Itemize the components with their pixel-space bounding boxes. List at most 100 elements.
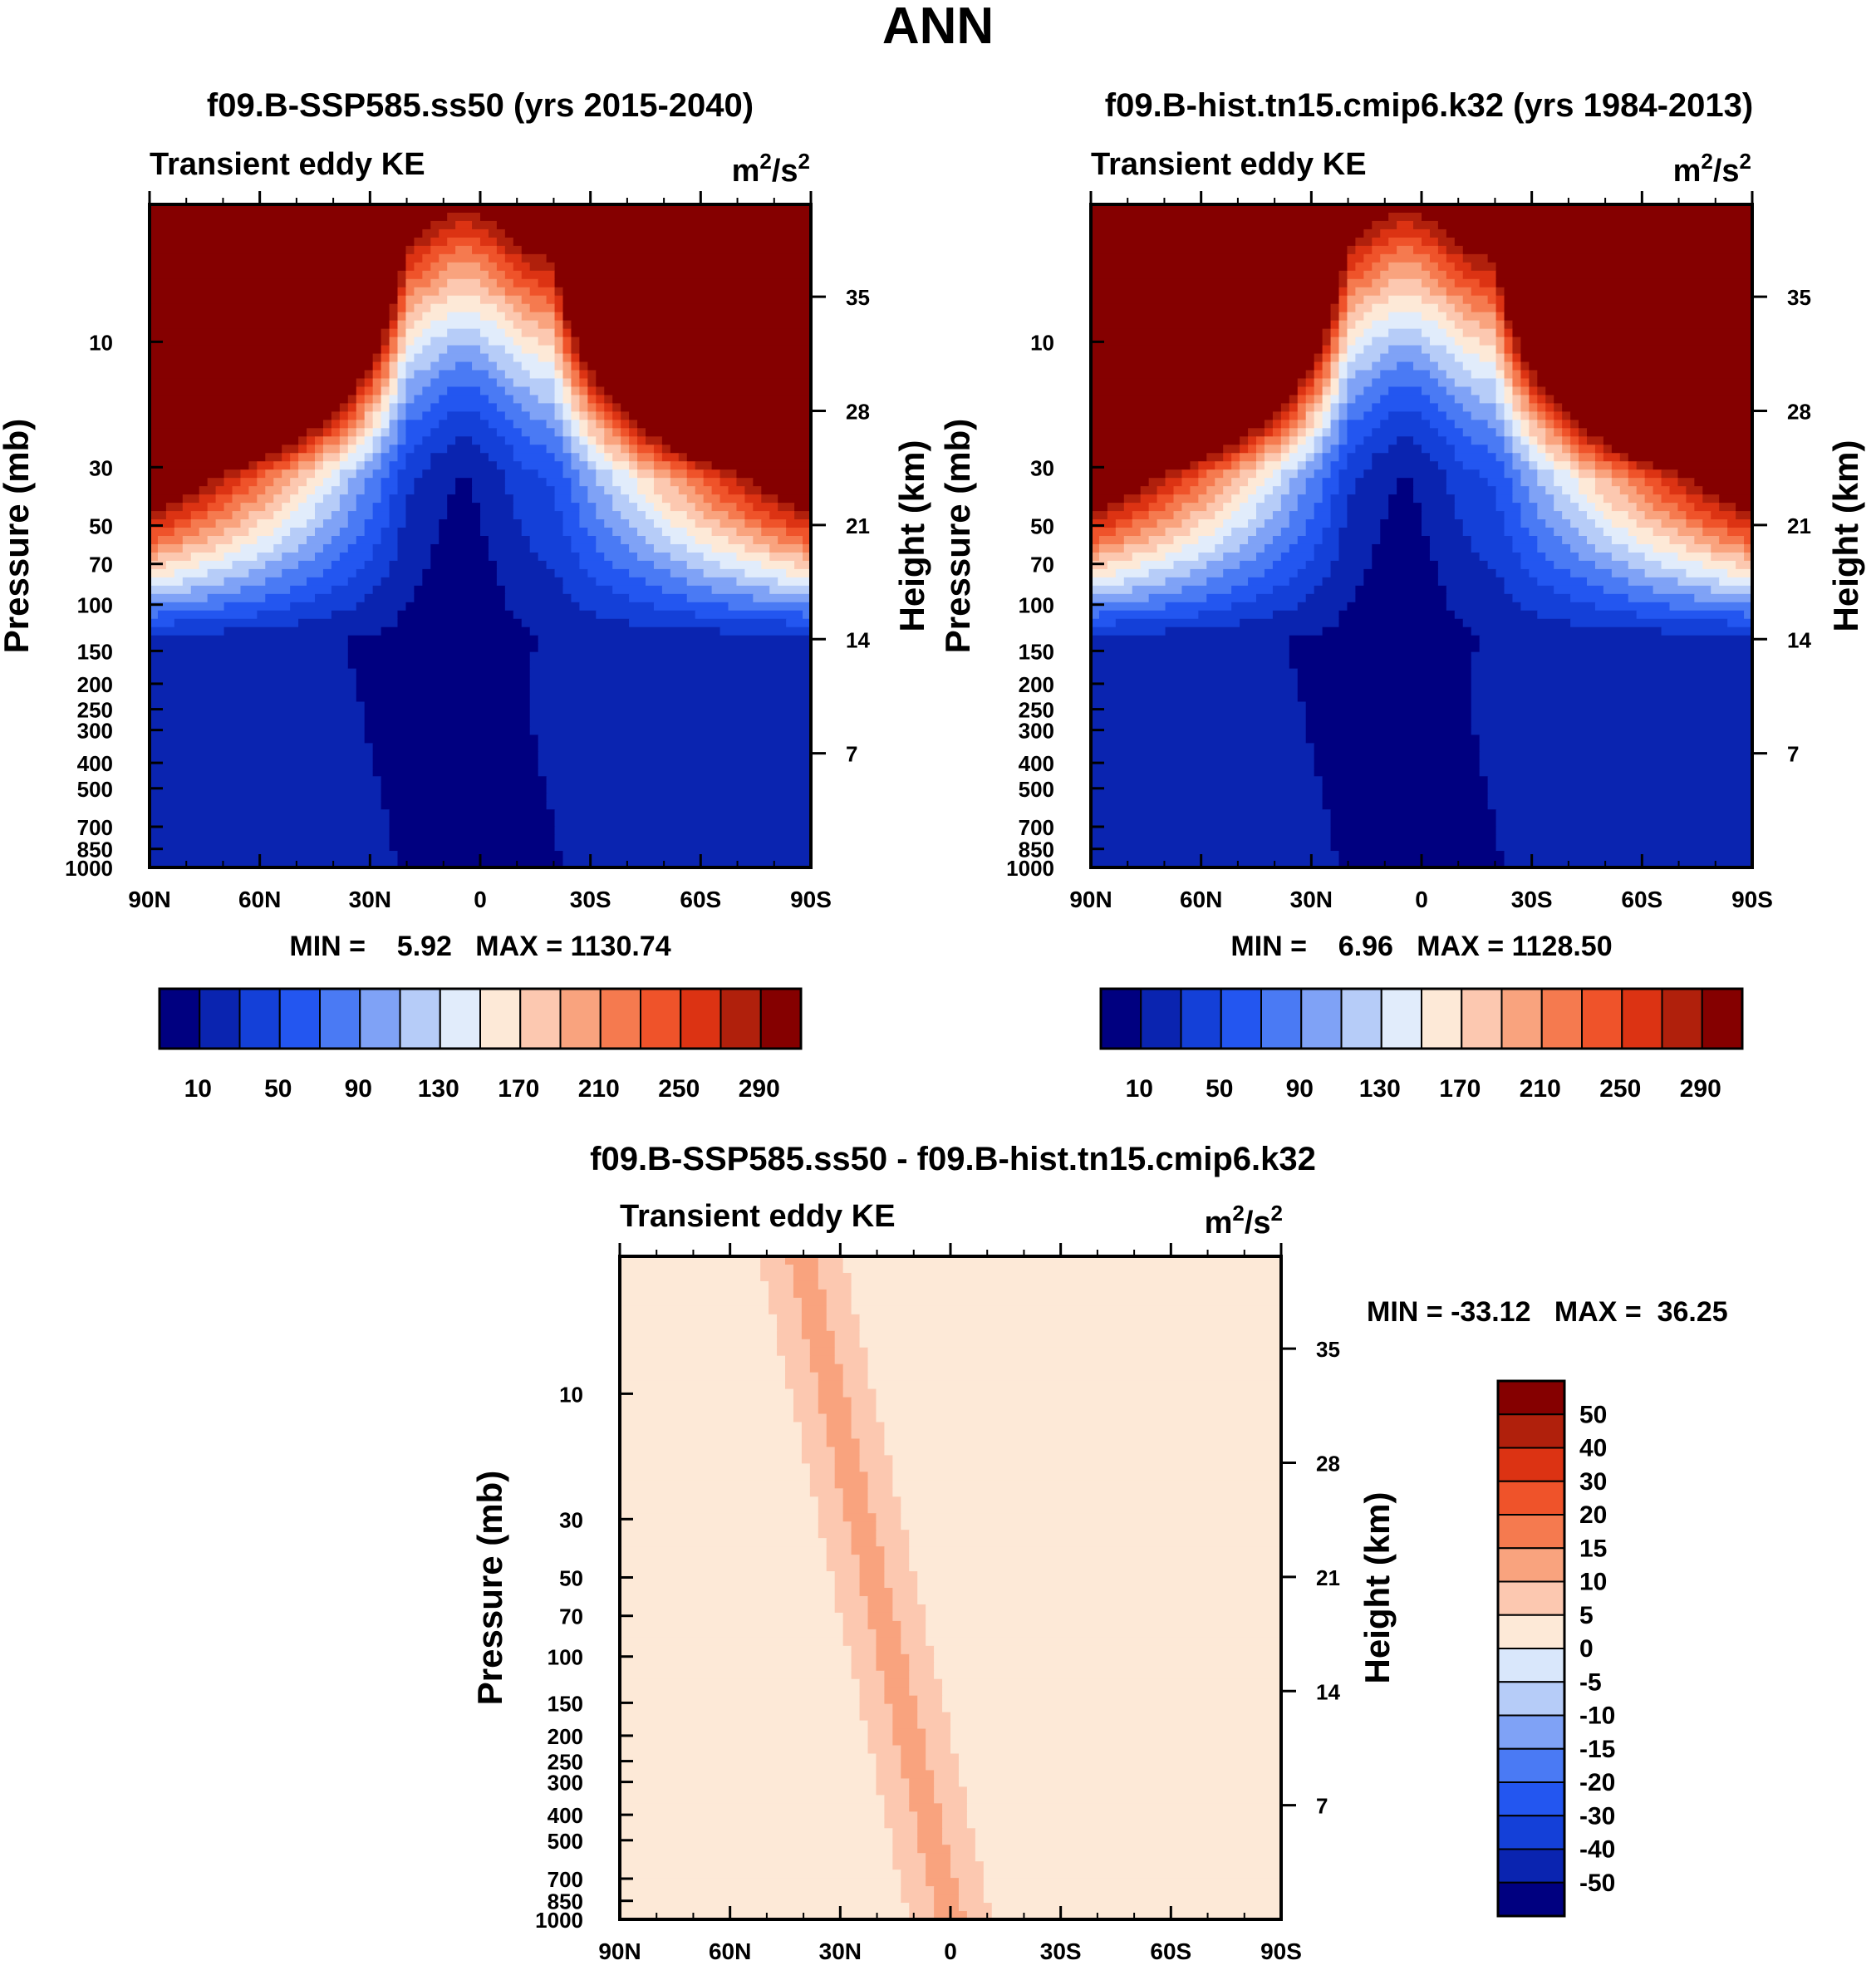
y-tick-label: 100 <box>77 593 113 618</box>
heat-cell <box>1579 420 1753 429</box>
heat-cell <box>1504 859 1753 868</box>
heat-cell <box>1322 378 1332 388</box>
heat-cell <box>579 428 588 437</box>
heat-cell <box>1446 602 1521 612</box>
heat-cell <box>1529 461 1538 470</box>
heat-cell <box>1380 353 1431 363</box>
heat-cell <box>554 411 564 420</box>
heat-cell <box>1644 469 1662 479</box>
y-tick-label: 200 <box>548 1724 583 1749</box>
heat-cell <box>496 568 556 578</box>
heat-cell <box>1091 262 1348 272</box>
heat-cell <box>1529 428 1546 437</box>
heat-cell <box>818 1280 852 1290</box>
heat-cell <box>414 245 431 255</box>
heat-cell <box>504 411 531 420</box>
heat-cell <box>1314 370 1324 380</box>
heat-cell <box>1529 494 1554 504</box>
heat-cell <box>653 519 671 528</box>
heat-cell <box>975 1845 1282 1854</box>
heat-cell <box>389 361 399 371</box>
heat-cell <box>1429 228 1447 238</box>
y-tick-label: 700 <box>548 1867 583 1892</box>
heat-cell <box>1280 494 1299 504</box>
heat-cell <box>892 1703 918 1713</box>
heat-cell <box>571 436 580 445</box>
heat-cell <box>554 834 812 843</box>
heat-cell <box>488 536 531 545</box>
heat-cell <box>1437 378 1456 388</box>
heat-cell <box>876 1413 1282 1423</box>
heat-cell <box>876 1405 1282 1415</box>
heat-cell <box>876 1761 901 1771</box>
heat-cell <box>1504 851 1753 860</box>
heat-cell <box>504 478 548 487</box>
heat-cell <box>1181 469 1199 479</box>
heat-cell <box>150 204 812 214</box>
heat-cell <box>150 337 382 346</box>
heat-cell <box>1091 536 1100 545</box>
heat-cell <box>1495 262 1753 272</box>
heat-cell <box>447 445 481 454</box>
heat-cell <box>620 1761 877 1771</box>
heat-cell <box>1429 337 1456 346</box>
heat-cell <box>1537 610 1638 620</box>
heat-cell <box>1280 461 1299 470</box>
heat-cell <box>496 461 523 470</box>
heat-cell <box>1305 436 1315 445</box>
heat-cell <box>1190 461 1199 470</box>
heat-cell <box>587 403 597 412</box>
heat-cell <box>1091 660 1290 670</box>
heat-cell <box>1446 370 1472 380</box>
heat-cell <box>777 1330 803 1340</box>
heat-cell <box>1495 337 1505 346</box>
y-tick-label: 150 <box>1019 639 1054 664</box>
heat-cell <box>1347 378 1373 388</box>
heat-cell <box>983 1878 1282 1887</box>
heat-cell <box>612 428 621 437</box>
heat-cell <box>562 461 572 470</box>
y-tick-label: 100 <box>548 1645 583 1670</box>
heat-cell <box>579 395 588 404</box>
heat-cell <box>1091 228 1364 238</box>
heat-cell <box>1587 536 1613 545</box>
heat-cell <box>1429 370 1447 380</box>
heat-cell <box>1314 361 1324 371</box>
heat-cell <box>1422 295 1447 305</box>
heat-cell <box>587 494 613 504</box>
heat-cell <box>793 1264 819 1274</box>
heat-cell <box>901 1513 1282 1522</box>
heat-cell <box>1091 793 1324 802</box>
heat-cell <box>1471 668 1753 678</box>
heat-cell <box>942 1687 1282 1697</box>
heat-cell <box>414 585 506 595</box>
heat-cell <box>150 353 374 363</box>
heat-cell <box>892 1737 926 1747</box>
heat-cell <box>1264 461 1282 470</box>
heat-cell <box>389 469 399 479</box>
heat-cell <box>851 1645 877 1655</box>
heat-cell <box>381 784 548 794</box>
heat-cell <box>389 503 407 512</box>
heat-cell <box>1537 411 1546 420</box>
heat-cell <box>785 1380 819 1390</box>
heat-cell <box>1388 494 1414 504</box>
heat-cell <box>1537 403 1546 412</box>
heat-cell <box>1091 718 1307 728</box>
heat-cell <box>884 1820 918 1829</box>
heat-cell <box>604 445 621 454</box>
heat-cell <box>389 420 399 429</box>
heat-cell <box>926 1753 960 1763</box>
heat-cell <box>851 1538 877 1547</box>
heat-cell <box>867 1745 901 1755</box>
heat-cell <box>876 1397 1282 1407</box>
heat-cell <box>364 386 374 396</box>
heat-cell <box>150 403 341 412</box>
colorbar-box <box>1497 1815 1565 1850</box>
heat-cell <box>620 1828 893 1837</box>
heat-cell <box>1429 253 1447 263</box>
heat-cell <box>761 494 778 504</box>
heat-cell <box>422 295 448 305</box>
heat-cell <box>1181 519 1199 528</box>
heat-cell <box>562 312 812 322</box>
